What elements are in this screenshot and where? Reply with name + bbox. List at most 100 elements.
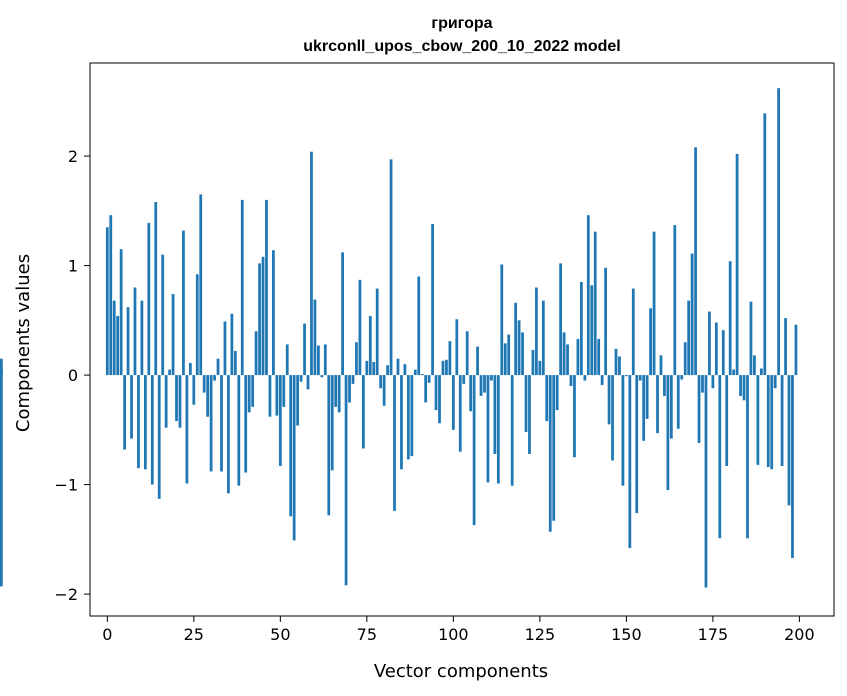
bar [496, 375, 500, 484]
bar [573, 375, 576, 458]
y-tick-label: 1 [68, 257, 78, 276]
bar [666, 375, 670, 491]
bar [656, 375, 659, 434]
bar [105, 227, 109, 376]
bar [472, 375, 476, 526]
bar [393, 375, 396, 511]
bar [265, 199, 268, 376]
bar [410, 375, 414, 457]
bar [348, 375, 351, 403]
bar [763, 113, 767, 376]
x-tick-label: 50 [270, 625, 290, 644]
bar [368, 315, 372, 376]
bar [465, 331, 469, 376]
bar [126, 307, 130, 376]
bar [458, 375, 462, 452]
bar [213, 375, 216, 381]
bar [175, 375, 178, 422]
bar [780, 375, 784, 466]
bar [548, 375, 552, 532]
chart-title: григора [431, 15, 492, 32]
bar [147, 222, 151, 376]
bar [687, 300, 691, 376]
bar [199, 194, 203, 376]
bar [403, 364, 407, 376]
bar [237, 375, 241, 486]
bar [552, 375, 556, 521]
bar [341, 252, 344, 376]
bar [351, 375, 355, 384]
chart-subtitle: ukrconll_upos_cbow_200_10_2022 model [303, 38, 620, 55]
bar [766, 375, 770, 468]
bar [337, 375, 341, 413]
bar [427, 375, 431, 383]
bar [306, 375, 310, 390]
bar [386, 365, 389, 376]
bar [434, 375, 438, 411]
bar [711, 375, 715, 389]
y-axis-label: Components values [13, 254, 34, 432]
bar [157, 375, 161, 499]
bar [413, 369, 417, 376]
x-tick-label: 25 [184, 625, 204, 644]
bar [597, 338, 601, 376]
bar [441, 360, 445, 376]
bar [116, 315, 120, 376]
bar [611, 375, 614, 461]
bar [580, 282, 583, 376]
bar [365, 360, 369, 376]
bar [631, 288, 635, 376]
bar [794, 324, 798, 376]
bar [240, 199, 244, 376]
bar [361, 375, 365, 449]
bar [0, 375, 3, 587]
bar [555, 375, 559, 411]
bar [507, 334, 511, 376]
bar [216, 358, 220, 376]
bar [535, 287, 538, 376]
bar [382, 375, 386, 406]
bar [285, 344, 289, 376]
bar [112, 300, 116, 376]
bar [230, 313, 234, 376]
bar [247, 375, 251, 413]
bar [133, 287, 137, 376]
bar [192, 375, 196, 405]
bar [455, 319, 459, 376]
bar [486, 375, 490, 483]
bar [469, 375, 473, 412]
bar [244, 375, 248, 473]
bar [593, 231, 597, 376]
bar [652, 231, 656, 376]
bar [130, 375, 133, 439]
bar [604, 267, 607, 376]
bar [517, 320, 521, 376]
bar [607, 375, 611, 425]
bar [621, 375, 625, 486]
bar [140, 300, 144, 376]
bar [704, 375, 708, 588]
bar [759, 368, 763, 376]
bar [119, 249, 123, 376]
bar [109, 215, 113, 376]
bar [510, 375, 514, 486]
bar [624, 375, 628, 377]
bar [701, 375, 704, 393]
bar [742, 375, 746, 401]
bar [683, 342, 687, 376]
bar [182, 230, 185, 376]
bar [448, 341, 452, 376]
bar [209, 375, 213, 472]
bar [586, 215, 590, 376]
bar [770, 375, 774, 470]
bar [649, 308, 652, 376]
bar [303, 323, 306, 376]
bar [282, 375, 286, 407]
plot-frame [89, 62, 835, 617]
bar [451, 375, 455, 430]
bar [697, 375, 701, 443]
bar [0, 358, 3, 376]
bar [268, 375, 272, 417]
x-tick-label: 0 [102, 625, 112, 644]
bar [400, 375, 403, 470]
